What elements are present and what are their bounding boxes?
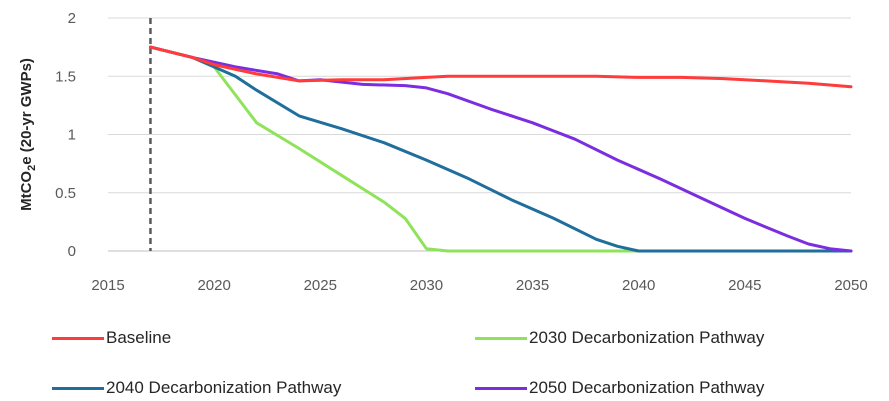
x-tick-label-2: 2025	[304, 277, 337, 294]
series-line-2050-decarbonization-pathway	[149, 45, 853, 253]
x-tick-label-4: 2035	[516, 277, 549, 294]
x-tick-label-3: 2030	[410, 277, 443, 294]
y-axis-ticks: 0 0.5 1 1.5 2	[55, 10, 76, 260]
series-line-2040-decarbonization-pathway	[149, 45, 853, 253]
y-axis-label-post: e (20-yr GWPs)	[18, 58, 35, 165]
series-line-2030-decarbonization-pathway	[149, 45, 853, 253]
legend-item-2030: 2030 Decarbonization Pathway	[475, 328, 764, 348]
chart-canvas: 00.511.52 2015 2020 2025 2030 2035 2040 2045 20…	[18, 10, 868, 294]
y-axis-label-pre: MtCO	[18, 171, 35, 211]
legend-item-baseline: Baseline	[52, 328, 171, 348]
legend-label-2030: 2030 Decarbonization Pathway	[529, 328, 765, 347]
legend-swatch-baseline	[52, 336, 104, 340]
y-axis-label: MtCO2e (20-yr GWPs)	[18, 58, 38, 211]
x-tick-label-1: 2020	[197, 277, 230, 294]
legend-label-2040: 2040 Decarbonization Pathway	[106, 378, 342, 397]
x-tick-label-7: 2050	[834, 277, 867, 294]
x-tick-label-0: 2015	[91, 277, 124, 294]
y-axis-label-sub: 2	[26, 165, 38, 171]
legend-swatch-2030	[475, 336, 527, 340]
legend-item-2040: 2040 Decarbonization Pathway	[52, 378, 341, 398]
y-tick-label-0: 0	[68, 243, 76, 260]
series-line-baseline	[149, 45, 853, 89]
x-axis-ticks: 2015 2020 2025 2030 2035 2040 2045 2050	[91, 277, 867, 294]
series-lines	[149, 45, 853, 253]
legend-item-2050: 2050 Decarbonization Pathway	[475, 378, 764, 398]
legend-swatch-2050	[475, 386, 527, 390]
legend-label-baseline: Baseline	[106, 328, 172, 347]
legend-swatch-2040	[52, 386, 104, 390]
legend-label-2050: 2050 Decarbonization Pathway	[529, 378, 765, 397]
x-tick-label-6: 2045	[728, 277, 761, 294]
y-tick-label-1: 0.5	[55, 185, 76, 202]
y-tick-label-3: 1.5	[55, 68, 76, 85]
y-tick-label-4: 2	[68, 10, 76, 27]
y-tick-label-2: 1	[68, 127, 76, 144]
x-tick-label-5: 2040	[622, 277, 655, 294]
